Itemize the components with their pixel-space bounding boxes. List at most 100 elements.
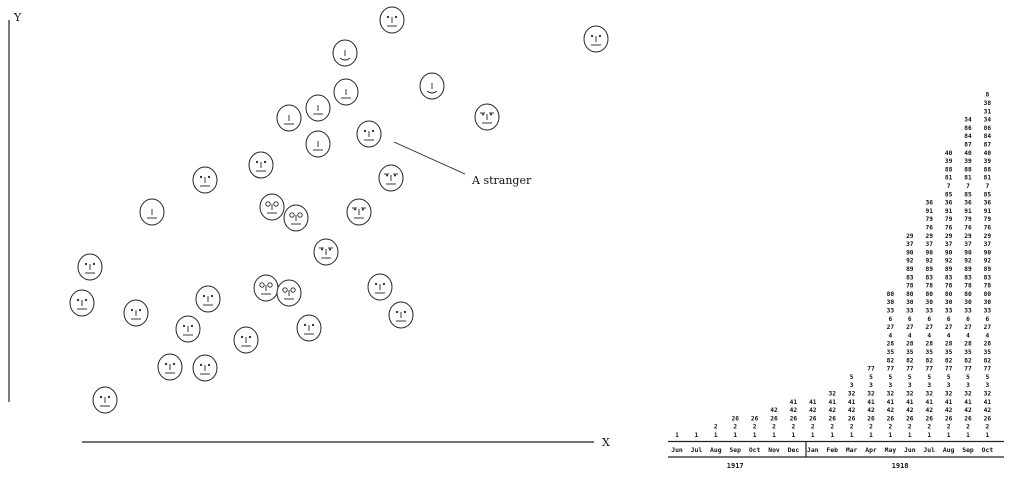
stack-entry: 1 xyxy=(869,432,873,439)
month-label: Jul xyxy=(923,446,935,454)
stack-entry: 8 xyxy=(986,92,990,99)
face-marker xyxy=(305,94,331,122)
stack-entry: 2 xyxy=(792,424,796,431)
stack-entry: 29 xyxy=(945,233,953,240)
stack-entry: 42 xyxy=(906,407,914,414)
stack-entry: 5 xyxy=(986,374,990,381)
stack-entry: 2 xyxy=(889,424,893,431)
stack-entry: 83 xyxy=(906,274,914,281)
stack-entry: 5 xyxy=(947,374,951,381)
stack-entry: 90 xyxy=(945,249,953,256)
stack-entry: 26 xyxy=(867,415,875,422)
stack-entry: 78 xyxy=(964,283,972,290)
stack-entry: 81 xyxy=(964,175,972,182)
stack-entry: 28 xyxy=(887,341,895,348)
stack-entry: 1 xyxy=(966,432,970,439)
stack-entry: 26 xyxy=(751,415,759,422)
stack-entry: 6 xyxy=(947,316,951,323)
stack-entry: 2 xyxy=(927,424,931,431)
stack-entry: 1 xyxy=(811,432,815,439)
stack-entry: 90 xyxy=(925,249,933,256)
stack-entry: 28 xyxy=(906,341,914,348)
stack-entry: 26 xyxy=(945,415,953,422)
month-label: Jan xyxy=(807,446,819,454)
face-marker xyxy=(474,103,500,131)
stack-entry: 89 xyxy=(964,266,972,273)
face-marker xyxy=(276,104,302,132)
stack-entry: 33 xyxy=(984,308,992,315)
stack-entry: 91 xyxy=(945,208,953,215)
stack-entry: 77 xyxy=(925,366,933,373)
month-label: Sep xyxy=(729,446,741,454)
stack-entry: 92 xyxy=(984,258,992,265)
stack-entry: 32 xyxy=(848,391,856,398)
stack-entry: 29 xyxy=(984,233,992,240)
stack-entry: 81 xyxy=(984,175,992,182)
face-marker xyxy=(419,72,445,100)
stack-entry: 41 xyxy=(945,399,953,406)
stack-entry: 6 xyxy=(908,316,912,323)
stack-entry: 1 xyxy=(733,432,737,439)
face-marker xyxy=(123,299,149,327)
stack-entry: 3 xyxy=(869,382,873,389)
y-axis-label: Y xyxy=(13,11,22,24)
stack-entry: 79 xyxy=(925,216,933,223)
stack-entry: 4 xyxy=(927,332,931,339)
stack-entry: 2 xyxy=(830,424,834,431)
stack-entry: 1 xyxy=(850,432,854,439)
annotation-leader-line xyxy=(393,141,466,175)
stack-entry: 80 xyxy=(925,291,933,298)
stack-entry: 86 xyxy=(984,125,992,132)
stack-entry: 2 xyxy=(986,424,990,431)
stack-entry: 2 xyxy=(772,424,776,431)
stack-entry: 41 xyxy=(906,399,914,406)
stack-entry: 26 xyxy=(906,415,914,422)
stack-entry: 32 xyxy=(828,391,836,398)
month-label: Oct xyxy=(982,446,994,454)
stack-entry: 4 xyxy=(986,332,990,339)
stack-entry: 42 xyxy=(964,407,972,414)
stack-entry: 26 xyxy=(887,415,895,422)
stack-entry: 42 xyxy=(925,407,933,414)
stack-entry: 35 xyxy=(925,349,933,356)
stack-entry: 79 xyxy=(984,216,992,223)
stack-entry: 28 xyxy=(964,341,972,348)
face-marker xyxy=(248,151,274,179)
stack-entry: 2 xyxy=(811,424,815,431)
stack-entry: 2 xyxy=(869,424,873,431)
stack-entry: 40 xyxy=(964,150,972,157)
stack-entry: 5 xyxy=(908,374,912,381)
stack-entry: 32 xyxy=(945,391,953,398)
stack-entry: 39 xyxy=(984,158,992,165)
stack-entry: 41 xyxy=(790,399,798,406)
stack-entry: 2 xyxy=(947,424,951,431)
stack-entry: 35 xyxy=(964,349,972,356)
stack-entry: 5 xyxy=(966,374,970,381)
stack-entry: 83 xyxy=(964,274,972,281)
face-marker xyxy=(77,253,103,281)
stack-entry: 30 xyxy=(984,299,992,306)
stack-entry: 27 xyxy=(964,324,972,331)
stack-entry: 77 xyxy=(984,366,992,373)
stack-entry: 88 xyxy=(984,166,992,173)
stack-entry: 3 xyxy=(966,382,970,389)
stack-entry: 5 xyxy=(889,374,893,381)
stack-entry: 42 xyxy=(887,407,895,414)
stack-entry: 1 xyxy=(714,432,718,439)
stack-entry: 28 xyxy=(925,341,933,348)
stack-entry: 35 xyxy=(906,349,914,356)
stack-entry: 37 xyxy=(945,241,953,248)
stack-entry: 76 xyxy=(925,225,933,232)
month-label: Apr xyxy=(865,446,877,454)
stack-entry: 36 xyxy=(964,200,972,207)
stack-entry: 41 xyxy=(964,399,972,406)
month-label: Feb xyxy=(826,446,838,454)
stack-entry: 77 xyxy=(867,366,875,373)
stack-entry: 91 xyxy=(964,208,972,215)
stack-entry: 32 xyxy=(867,391,875,398)
stack-entry: 7 xyxy=(947,183,951,190)
stack-entry: 1 xyxy=(889,432,893,439)
stack-entry: 3 xyxy=(908,382,912,389)
stack-entry: 26 xyxy=(770,415,778,422)
